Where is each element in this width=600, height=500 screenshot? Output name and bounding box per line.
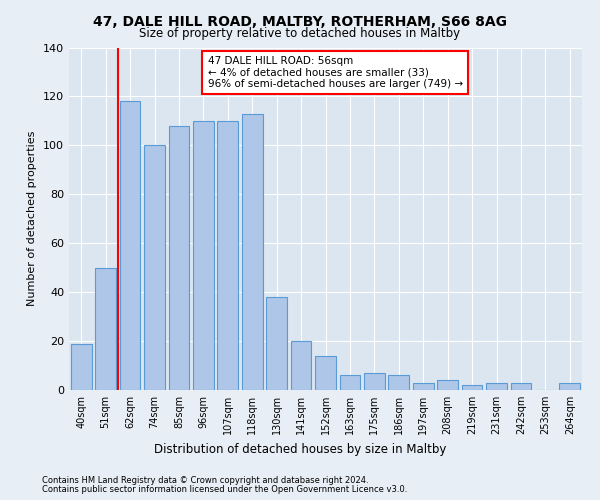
Bar xyxy=(217,121,238,390)
Bar xyxy=(266,297,287,390)
Bar xyxy=(559,382,580,390)
Text: Contains public sector information licensed under the Open Government Licence v3: Contains public sector information licen… xyxy=(42,484,407,494)
Bar xyxy=(71,344,92,390)
Text: Size of property relative to detached houses in Maltby: Size of property relative to detached ho… xyxy=(139,28,461,40)
Text: 47 DALE HILL ROAD: 56sqm
← 4% of detached houses are smaller (33)
96% of semi-de: 47 DALE HILL ROAD: 56sqm ← 4% of detache… xyxy=(208,56,463,90)
Bar xyxy=(511,382,532,390)
Text: Distribution of detached houses by size in Maltby: Distribution of detached houses by size … xyxy=(154,442,446,456)
Bar xyxy=(95,268,116,390)
Bar xyxy=(461,385,482,390)
Bar xyxy=(437,380,458,390)
Bar xyxy=(242,114,263,390)
Bar xyxy=(290,341,311,390)
Bar xyxy=(388,376,409,390)
Bar xyxy=(144,146,165,390)
Bar xyxy=(413,382,434,390)
Bar xyxy=(486,382,507,390)
Bar xyxy=(119,102,140,390)
Text: Contains HM Land Registry data © Crown copyright and database right 2024.: Contains HM Land Registry data © Crown c… xyxy=(42,476,368,485)
Bar xyxy=(169,126,190,390)
Text: 47, DALE HILL ROAD, MALTBY, ROTHERHAM, S66 8AG: 47, DALE HILL ROAD, MALTBY, ROTHERHAM, S… xyxy=(93,15,507,29)
Bar xyxy=(340,376,361,390)
Bar xyxy=(193,121,214,390)
Y-axis label: Number of detached properties: Number of detached properties xyxy=(28,131,37,306)
Bar xyxy=(315,356,336,390)
Bar xyxy=(364,373,385,390)
